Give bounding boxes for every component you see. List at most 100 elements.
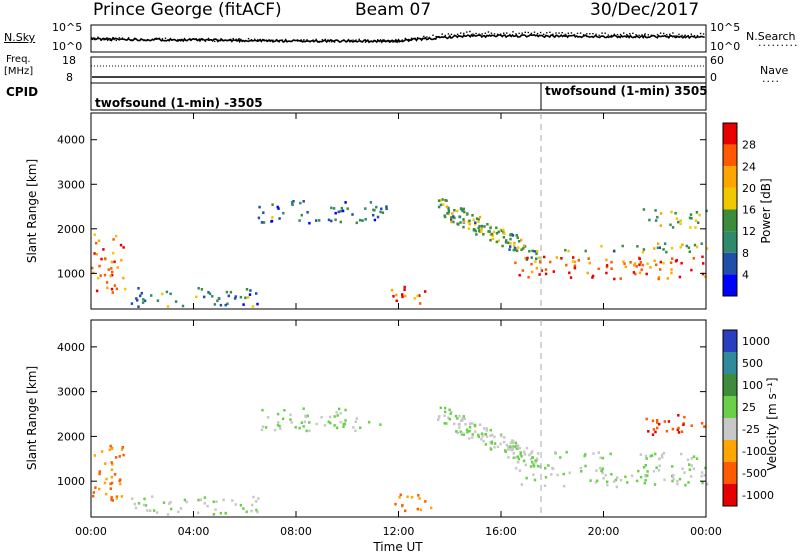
nsearch-point (573, 34, 576, 36)
velocity-scatter-cell (562, 472, 565, 476)
velocity-scatter-cell (289, 413, 292, 417)
power-scatter-cell (447, 208, 450, 212)
nsearch-point (629, 33, 631, 35)
velocity-scatter-cell (474, 430, 477, 433)
velocity-scatter-cell (525, 476, 528, 480)
power-scatter-cell (390, 288, 394, 292)
velocity-scatter-cell (146, 509, 149, 512)
power-scatter-cell (527, 275, 530, 279)
nsearch-point (503, 32, 505, 34)
power-scatter-cell (110, 287, 114, 291)
power-scatter-cell (663, 242, 667, 245)
nsearch-point (601, 32, 603, 34)
power-scatter-cell (472, 218, 475, 222)
power-ytick-label: 3000 (57, 178, 85, 191)
velocity-scatter-cell (509, 441, 512, 444)
cpid-program-1: twofsound (1-min) -3505 (95, 96, 263, 110)
velocity-colorbar-swatch (723, 462, 737, 484)
nsearch-point (493, 33, 496, 35)
velocity-scatter-cell (471, 436, 474, 439)
power-scatter-cell (97, 239, 101, 243)
power-scatter-cell (392, 295, 395, 298)
power-scatter-cell (351, 213, 354, 216)
power-scatter-cell (380, 207, 383, 211)
power-scatter-cell (659, 268, 662, 271)
velocity-scatter-cell (255, 508, 258, 512)
power-scatter-cell (339, 220, 342, 224)
power-scatter-cell (530, 262, 533, 266)
power-scatter-cell (262, 211, 265, 214)
velocity-scatter-cell (656, 426, 659, 430)
velocity-scatter-cell (508, 447, 512, 451)
velocity-colorbar-tick: 25 (742, 401, 756, 414)
power-scatter-cell (447, 206, 450, 210)
velocity-scatter-cell (656, 421, 659, 424)
power-scatter-cell (681, 243, 684, 246)
power-scatter-cell (679, 219, 682, 222)
velocity-cbar-label: Velocity [m s⁻¹] (765, 377, 779, 470)
nsearch-point (506, 32, 508, 34)
velocity-scatter-cell (654, 430, 657, 434)
velocity-scatter-cell (531, 450, 534, 453)
power-ylabel: Slant Range [km] (25, 159, 39, 263)
velocity-scatter-cell (690, 457, 694, 460)
power-scatter-cell (453, 209, 456, 212)
power-scatter-cell (461, 209, 464, 213)
nsearch-point (413, 38, 416, 40)
velocity-scatter-cell (168, 502, 171, 505)
velocity-scatter-cell (506, 445, 510, 449)
velocity-scatter-cell (556, 473, 559, 477)
nsearch-point (438, 36, 440, 38)
date-title: 30/Dec/2017 (590, 0, 700, 20)
nsearch-point (146, 39, 148, 42)
power-scatter-cell (639, 261, 642, 264)
velocity-scatter-cell (290, 421, 293, 424)
power-scatter-cell (463, 210, 466, 214)
velocity-scatter-cell (504, 449, 507, 452)
power-scatter-cell (522, 247, 525, 250)
power-scatter-cell (95, 289, 99, 293)
power-scatter-cell (530, 256, 533, 259)
power-scatter-cell (234, 295, 237, 298)
velocity-scatter-cell (212, 500, 215, 504)
nsearch-point (567, 32, 569, 34)
velocity-scatter-cell (536, 457, 539, 461)
velocity-scatter-cell (601, 471, 604, 475)
velocity-scatter-cell (644, 454, 648, 458)
velocity-scatter-cell (329, 421, 332, 425)
power-scatter-cell (441, 198, 444, 201)
power-scatter-cell (462, 225, 465, 229)
power-scatter-cell (169, 292, 172, 296)
nsearch-point (699, 32, 702, 35)
velocity-scatter-cell (276, 423, 280, 427)
nsearch-point (106, 37, 108, 39)
power-scatter-cell (442, 203, 445, 206)
power-scatter-cell (619, 277, 622, 280)
velocity-scatter-cell (352, 426, 355, 429)
nsearch-point (444, 34, 446, 37)
velocity-scatter-cell (458, 414, 461, 418)
velocity-scatter-cell (98, 470, 101, 473)
velocity-scatter-cell (680, 430, 684, 433)
power-scatter-cell (621, 244, 624, 248)
power-scatter-cell (487, 230, 490, 233)
nsearch-point (321, 39, 323, 41)
velocity-scatter-cell (649, 454, 652, 458)
nsearch-point (103, 39, 105, 41)
power-scatter-cell (670, 246, 674, 250)
power-ytick-label: 4000 (57, 134, 85, 147)
velocity-scatter-cell (613, 480, 616, 483)
power-scatter-cell (685, 244, 688, 248)
nsearch-point (533, 31, 536, 33)
velocity-scatter-cell (671, 479, 674, 483)
velocity-scatter-cell (471, 433, 474, 436)
power-scatter-cell (642, 208, 646, 211)
velocity-scatter-cell (120, 495, 124, 498)
nsky-label: N.Sky (4, 31, 36, 44)
velocity-scatter-cell (251, 503, 254, 507)
velocity-scatter-cell (471, 422, 474, 425)
power-scatter-cell (270, 219, 274, 223)
power-scatter-cell (669, 223, 672, 227)
velocity-scatter-cell (647, 430, 650, 433)
velocity-scatter-cell (507, 448, 510, 451)
